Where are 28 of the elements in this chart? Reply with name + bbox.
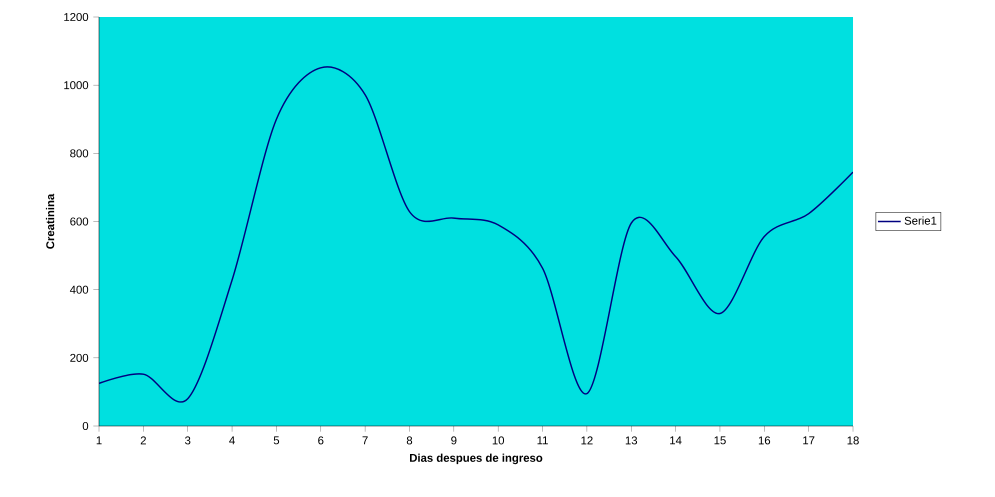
x-tick-label: 15 (714, 436, 726, 444)
y-tick-label: 1200 (64, 12, 88, 22)
x-tick-label: 8 (406, 436, 412, 444)
x-tick-label: 18 (848, 436, 859, 444)
x-tick-label: 13 (626, 436, 638, 444)
legend-label: Serie1 (904, 216, 936, 225)
y-tick-label: 200 (70, 354, 88, 362)
y-tick-label: 400 (70, 286, 88, 294)
x-tick-label: 6 (318, 436, 324, 444)
x-tick-label: 17 (803, 436, 814, 444)
x-tick-label: 12 (581, 436, 593, 444)
y-axis-title: Creatinina (46, 194, 54, 249)
x-tick-label: 7 (362, 436, 368, 444)
x-tick-label: 3 (185, 436, 190, 444)
x-tick-label: 11 (538, 436, 548, 444)
y-tick-label: 600 (70, 217, 88, 226)
x-tick-label: 10 (492, 436, 504, 444)
y-tick-label: 1000 (64, 81, 88, 90)
x-tick-label: 4 (229, 436, 235, 444)
x-tick-label: 1 (96, 436, 102, 444)
x-tick-label: 16 (758, 436, 770, 444)
y-tick-label: 0 (82, 422, 88, 430)
x-tick-label: 9 (451, 436, 456, 444)
y-tick-label: 800 (70, 149, 88, 158)
x-tick-label: 14 (670, 436, 682, 444)
x-tick-label: 2 (140, 436, 146, 444)
x-tick-label: 5 (274, 436, 280, 444)
x-axis-title: Dias despues de ingreso (410, 454, 542, 464)
